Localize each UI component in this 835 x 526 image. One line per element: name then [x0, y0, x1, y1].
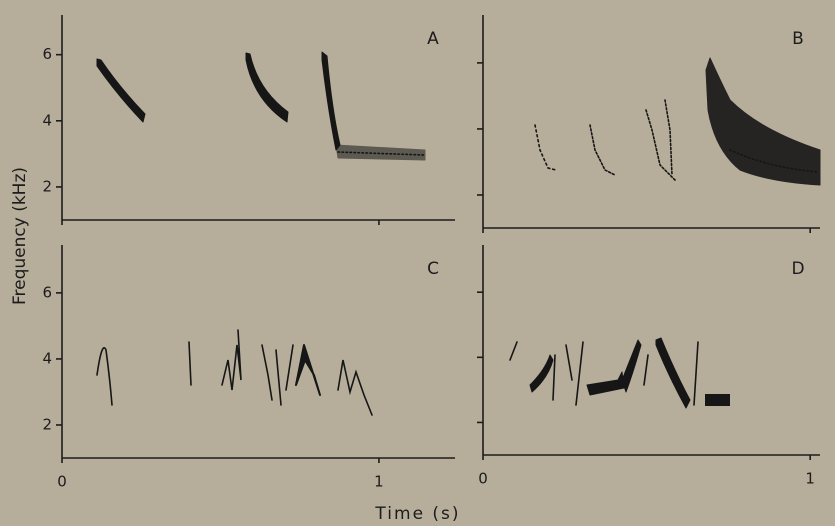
panel-label: A	[427, 29, 439, 49]
trace-block	[705, 394, 730, 406]
y-tick-label: 2	[42, 177, 52, 195]
y-tick-label: 4	[42, 111, 52, 129]
spectrogram-d	[509, 337, 730, 409]
spectrogram-c	[96, 329, 373, 416]
y-axis-label: Frequency (kHz)	[10, 167, 30, 305]
spectrogram-a	[96, 51, 426, 161]
y-tick-label: 4	[42, 349, 52, 367]
panel-label: C	[427, 259, 439, 279]
y-tick-label: 6	[42, 45, 52, 63]
x-tick-label: 1	[805, 470, 815, 488]
y-tick-label: 2	[42, 415, 52, 433]
spectrogram-b	[534, 57, 821, 186]
y-tick-label: 6	[42, 283, 52, 301]
x-tick-label: 0	[478, 470, 488, 488]
panel-label: D	[791, 259, 804, 279]
x-tick-label: 0	[57, 473, 67, 491]
x-tick-label: 1	[374, 473, 384, 491]
x-axis-label: Time (s)	[374, 504, 460, 524]
panel-label: B	[792, 29, 804, 49]
